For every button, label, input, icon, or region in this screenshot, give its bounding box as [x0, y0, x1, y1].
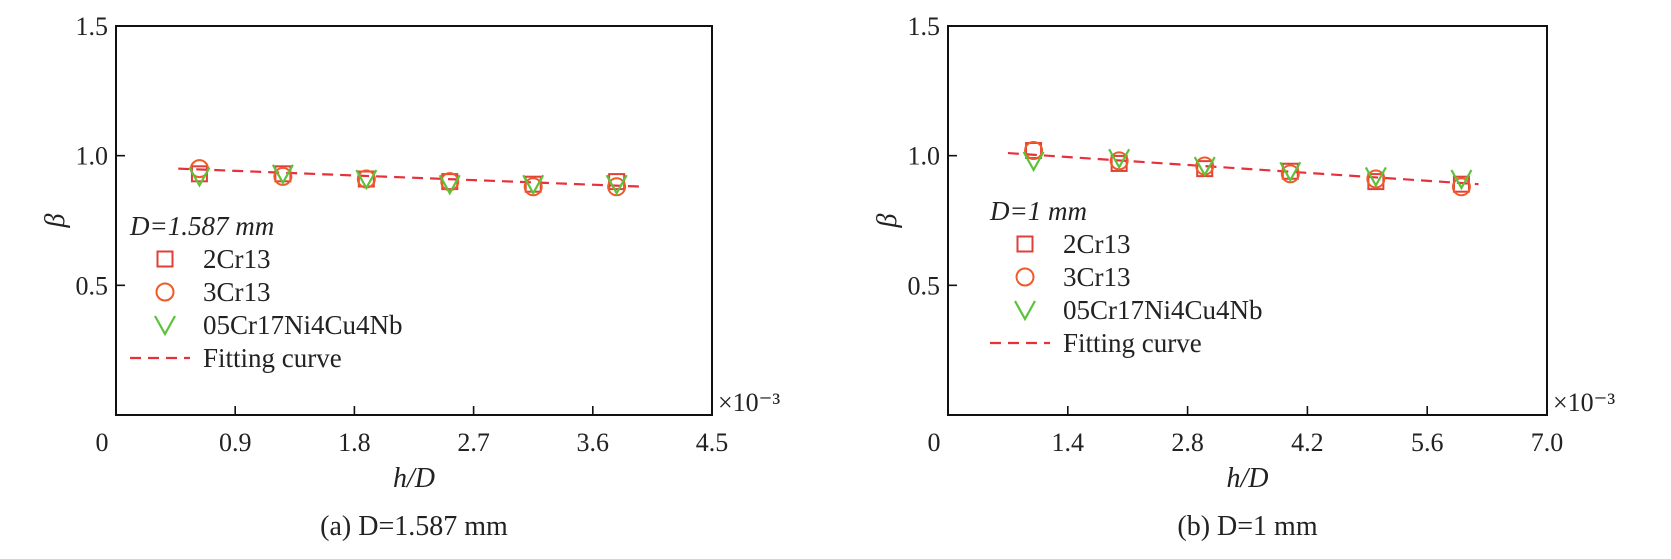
y-tick-label: 1.0	[76, 142, 109, 171]
data-point	[1022, 151, 1045, 173]
data-point	[271, 164, 294, 186]
legend-label: 3Cr13	[1063, 262, 1131, 292]
legend-marker	[154, 315, 176, 337]
legend-label: Fitting curve	[1063, 328, 1202, 358]
data-point	[605, 174, 628, 196]
x-tick-label: 2.8	[1171, 428, 1204, 457]
data-point	[1279, 161, 1302, 183]
data-point	[1193, 156, 1216, 178]
legend-title: D=1.587 mm	[129, 211, 274, 241]
plot-frame	[115, 25, 713, 416]
data-point	[1108, 148, 1131, 170]
legend-label: 05Cr17Ni4Cu4Nb	[1063, 295, 1263, 325]
figure-caption: (a) D=1.587 mm	[320, 511, 508, 542]
data-point	[355, 169, 378, 191]
x-tick-label: 3.6	[577, 428, 610, 457]
data-point	[1364, 166, 1387, 188]
x-tick-label: 0.9	[219, 428, 252, 457]
x-axis-multiplier: ×10⁻³	[718, 388, 780, 417]
x-tick-label: 4.5	[696, 428, 729, 457]
x-tick-label: 7.0	[1531, 428, 1564, 457]
y-tick-label: 1.0	[908, 142, 941, 171]
x-tick-label: 0	[96, 428, 109, 457]
data-point	[1024, 140, 1044, 160]
x-tick-label: 2.7	[457, 428, 490, 457]
legend-marker	[1014, 300, 1036, 322]
x-tick-label: 1.8	[338, 428, 371, 457]
y-tick-label: 1.5	[908, 12, 941, 41]
y-axis-label: β	[872, 213, 903, 228]
y-tick-label: 0.5	[908, 271, 941, 300]
data-point	[188, 166, 211, 188]
chart-panel-a: 0 0.9 1.8 2.7 3.6 4.5 0.5 1.0 1.5 ×10⁻³ h/D β D=1.58…	[40, 12, 780, 542]
y-tick-label: 0.5	[76, 271, 109, 300]
legend-label: 3Cr13	[203, 277, 271, 307]
chart-panel-b: 0 1.4 2.8 4.2 5.6 7.0 0.5 1.0 1.5 ×10⁻³ h/D β D=1 mm…	[872, 12, 1615, 542]
legend-marker	[1016, 235, 1034, 253]
plot-frame	[947, 25, 1548, 416]
figure-caption: (b) D=1 mm	[1177, 511, 1317, 542]
legend: D=1.587 mm2Cr133Cr1305Cr17Ni4Cu4NbFittin…	[129, 211, 403, 373]
legend-marker	[155, 282, 175, 302]
x-tick-label: 4.2	[1291, 428, 1324, 457]
data-point	[1450, 169, 1473, 191]
legend-marker	[1015, 267, 1035, 287]
data-point	[1451, 177, 1471, 197]
data-point	[522, 174, 545, 196]
x-tick-label: 0	[928, 428, 941, 457]
data-point	[438, 174, 461, 196]
legend-label: 2Cr13	[1063, 229, 1131, 259]
legend-label: 05Cr17Ni4Cu4Nb	[203, 310, 403, 340]
x-axis-label: h/D	[393, 463, 435, 494]
legend-label: Fitting curve	[203, 343, 342, 373]
x-axis-multiplier: ×10⁻³	[1553, 388, 1615, 417]
y-tick-label: 1.5	[76, 12, 109, 41]
x-tick-label: 1.4	[1052, 428, 1085, 457]
x-tick-label: 5.6	[1411, 428, 1444, 457]
legend-title: D=1 mm	[989, 196, 1087, 226]
data-point	[440, 172, 460, 192]
legend-label: 2Cr13	[203, 244, 271, 274]
fitting-curve-line	[178, 167, 646, 188]
legend-marker	[156, 250, 174, 268]
y-axis-label: β	[40, 213, 71, 228]
fitting-curve-line	[1007, 151, 1479, 186]
x-axis-label: h/D	[1227, 463, 1269, 494]
